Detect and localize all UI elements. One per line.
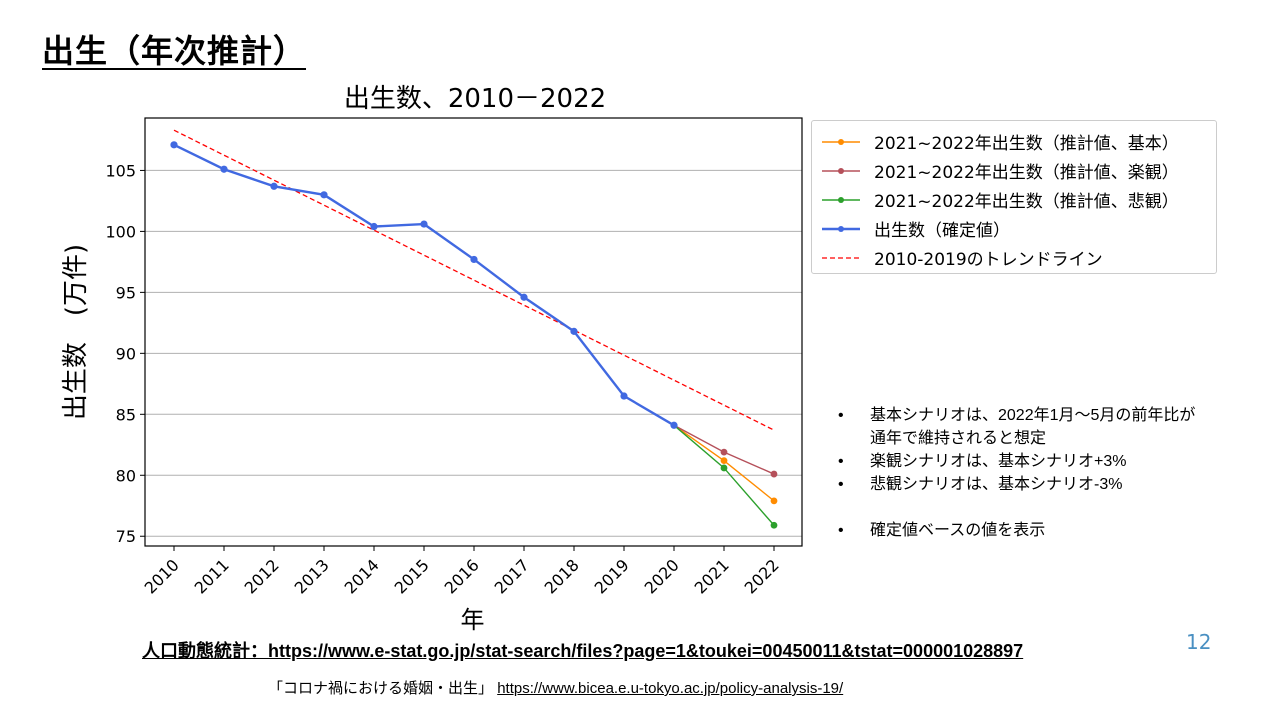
chart-title: 出生数、2010－2022: [343, 84, 607, 114]
data-point: [770, 521, 778, 529]
x-tick-label: 2011: [191, 555, 233, 597]
data-point: [720, 448, 728, 456]
x-tick-label: 2022: [741, 555, 783, 597]
y-tick-label: 75: [116, 527, 136, 546]
legend-item: 2021~2022年出生数（推計値、悲観）: [820, 185, 1208, 214]
note-item: 通年で維持されると想定: [838, 427, 1268, 450]
data-point: [620, 392, 628, 400]
y-tick-label: 80: [116, 466, 136, 485]
legend-swatch: [822, 256, 860, 259]
y-tick-label: 100: [105, 222, 136, 241]
bullet-icon: •: [838, 522, 844, 539]
data-point: [520, 293, 528, 301]
note-item: • 確定値ベースの値を表示: [838, 519, 1268, 542]
data-point: [170, 141, 178, 149]
data-point: [320, 191, 328, 199]
note-item: • 基本シナリオは、2022年1月～5月の前年比が: [838, 404, 1268, 427]
x-tick-label: 2016: [441, 555, 483, 597]
data-point: [720, 457, 728, 465]
legend-item: 2021~2022年出生数（推計値、基本）: [820, 127, 1208, 156]
data-point: [270, 182, 278, 190]
note-text: 基本シナリオは、2022年1月～5月の前年比が: [870, 407, 1196, 424]
x-tick-label: 2012: [241, 555, 283, 597]
source-citation-label: 「コロナ禍における婚姻・出生」: [268, 680, 494, 697]
note-item: • 悲観シナリオは、基本シナリオ-3%: [838, 473, 1268, 496]
bullet-icon: •: [838, 476, 844, 493]
y-tick-label: 95: [116, 283, 136, 302]
legend-item: 2021~2022年出生数（推計値、楽観）: [820, 156, 1208, 185]
data-point: [370, 222, 378, 231]
source-link-bicea[interactable]: https://www.bicea.e.u-tokyo.ac.jp/policy…: [497, 680, 844, 697]
x-tick-label: 2010: [141, 555, 183, 597]
data-point: [420, 220, 428, 228]
y-tick-label: 90: [116, 344, 136, 363]
x-tick-label: 2018: [541, 555, 583, 597]
x-tick-label: 2019: [591, 555, 633, 597]
note-text: 楽観シナリオは、基本シナリオ+3%: [870, 453, 1127, 470]
legend-item: 出生数（確定値）: [820, 214, 1208, 243]
data-point: [470, 255, 478, 264]
note-text: 確定値ベースの値を表示: [870, 522, 1046, 539]
plot-frame: [144, 117, 803, 547]
note-item: • 楽観シナリオは、基本シナリオ+3%: [838, 450, 1268, 473]
x-axis-label: 年: [461, 606, 485, 634]
y-axis-label: 出生数 (万件): [61, 244, 91, 420]
y-tick-label: 85: [116, 405, 136, 424]
legend-swatch: [822, 167, 860, 174]
legend-item: 2010-2019のトレンドライン: [820, 243, 1208, 272]
data-point: [670, 421, 678, 429]
legend-label: 出生数（確定値）: [874, 221, 1010, 241]
bullet-icon: •: [838, 453, 844, 470]
x-tick-label: 2015: [391, 555, 433, 597]
scenario-notes: • 基本シナリオは、2022年1月～5月の前年比が 通年で維持されると想定 • …: [838, 404, 1268, 542]
series-line: [173, 143, 675, 427]
bullet-icon: •: [838, 407, 844, 424]
legend-swatch: [822, 225, 860, 232]
legend-swatch: [822, 138, 860, 145]
series-line: [173, 129, 775, 431]
x-tick-label: 2020: [641, 555, 683, 597]
data-point: [720, 464, 728, 472]
data-point: [770, 470, 778, 478]
legend-label: 2010-2019のトレンドライン: [874, 250, 1103, 270]
x-tick-label: 2013: [291, 555, 333, 597]
x-tick-label: 2014: [341, 555, 383, 597]
legend-label: 2021~2022年出生数（推計値、楽観）: [874, 163, 1179, 183]
legend-swatch: [822, 196, 860, 203]
slide-title: 出生（年次推計）: [42, 32, 307, 70]
legend-label: 2021~2022年出生数（推計値、悲観）: [874, 192, 1179, 212]
source-link-vital-statistics[interactable]: 人口動態統計：https://www.e-stat.go.jp/stat-sea…: [142, 641, 1024, 661]
data-point: [770, 497, 778, 505]
note-text: 悲観シナリオは、基本シナリオ-3%: [870, 476, 1123, 493]
y-tick-label: 105: [105, 161, 136, 180]
note-text: 通年で維持されると想定: [870, 430, 1047, 447]
page-number: 12: [1186, 630, 1212, 654]
x-tick-label: 2021: [691, 555, 733, 597]
data-point: [220, 165, 228, 173]
chart-legend: 2021~2022年出生数（推計値、基本） 2021~2022年出生数（推計値、楽…: [811, 120, 1217, 274]
source-citation: 「コロナ禍における婚姻・出生」 https://www.bicea.e.u-to…: [268, 677, 843, 698]
data-point: [570, 327, 578, 335]
legend-label: 2021~2022年出生数（推計値、基本）: [874, 134, 1179, 154]
x-tick-label: 2017: [491, 555, 533, 597]
